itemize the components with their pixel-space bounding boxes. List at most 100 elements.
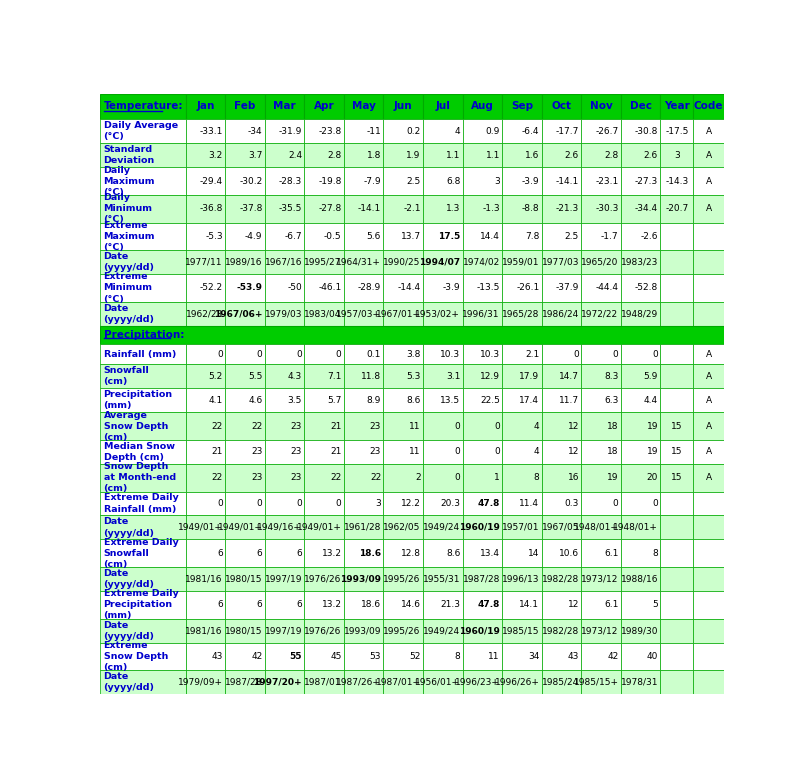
- Bar: [659, 195, 692, 222]
- Bar: [692, 413, 723, 440]
- Bar: [383, 364, 422, 388]
- Text: 14.6: 14.6: [400, 601, 420, 609]
- Text: 23: 23: [251, 473, 262, 482]
- Text: Snow Depth
at Month-end
(cm): Snow Depth at Month-end (cm): [104, 462, 176, 493]
- Text: 42: 42: [251, 652, 262, 661]
- Text: 5.9: 5.9: [643, 372, 658, 381]
- Bar: [422, 302, 462, 326]
- Text: 0: 0: [454, 448, 459, 456]
- Bar: [462, 364, 502, 388]
- Text: 6: 6: [296, 601, 302, 609]
- Bar: [620, 440, 659, 464]
- Text: -28.3: -28.3: [279, 176, 302, 186]
- Bar: [225, 516, 264, 540]
- Bar: [581, 144, 620, 167]
- Text: 1983/23: 1983/23: [620, 257, 658, 267]
- Bar: [422, 440, 462, 464]
- Bar: [422, 591, 462, 619]
- Bar: [100, 94, 185, 119]
- Bar: [383, 440, 422, 464]
- Text: Extreme Daily
Rainfall (mm): Extreme Daily Rainfall (mm): [104, 494, 178, 513]
- Bar: [659, 94, 692, 119]
- Bar: [422, 344, 462, 364]
- Text: 0: 0: [256, 499, 262, 508]
- Bar: [502, 274, 541, 302]
- Bar: [344, 540, 383, 567]
- Text: 16: 16: [567, 473, 578, 482]
- Bar: [692, 195, 723, 222]
- Text: 0: 0: [336, 499, 341, 508]
- Bar: [692, 619, 723, 643]
- Bar: [264, 464, 304, 491]
- Text: A: A: [704, 395, 711, 405]
- Text: 1949/24: 1949/24: [422, 626, 459, 635]
- Bar: [620, 167, 659, 195]
- Bar: [344, 195, 383, 222]
- Text: -11: -11: [366, 127, 381, 136]
- Bar: [462, 567, 502, 591]
- Text: -14.4: -14.4: [397, 283, 420, 292]
- Text: 0.9: 0.9: [485, 127, 499, 136]
- Text: -52.2: -52.2: [199, 283, 222, 292]
- Text: -17.7: -17.7: [555, 127, 578, 136]
- Bar: [659, 119, 692, 144]
- Text: 1949/24: 1949/24: [422, 523, 459, 532]
- Text: Extreme
Minimum
(°C): Extreme Minimum (°C): [104, 272, 153, 303]
- Bar: [185, 302, 225, 326]
- Bar: [620, 302, 659, 326]
- Bar: [541, 344, 581, 364]
- Bar: [659, 388, 692, 413]
- Bar: [659, 670, 692, 694]
- Bar: [185, 274, 225, 302]
- Bar: [659, 567, 692, 591]
- Bar: [502, 643, 541, 670]
- Bar: [659, 250, 692, 274]
- Text: 1996/26+: 1996/26+: [494, 678, 539, 686]
- Text: -1.3: -1.3: [482, 204, 499, 213]
- Bar: [502, 250, 541, 274]
- Text: 3.7: 3.7: [248, 151, 262, 160]
- Text: 3.8: 3.8: [406, 349, 420, 359]
- Bar: [185, 222, 225, 250]
- Text: -19.8: -19.8: [318, 176, 341, 186]
- Bar: [344, 167, 383, 195]
- Text: Nov: Nov: [589, 101, 612, 112]
- Bar: [344, 364, 383, 388]
- Text: 42: 42: [606, 652, 618, 661]
- Text: 21.3: 21.3: [440, 601, 459, 609]
- Text: -6.4: -6.4: [521, 127, 539, 136]
- Bar: [185, 516, 225, 540]
- Bar: [383, 567, 422, 591]
- Text: 2.8: 2.8: [327, 151, 341, 160]
- Text: Mar: Mar: [273, 101, 296, 112]
- Text: 55: 55: [289, 652, 302, 661]
- Bar: [422, 195, 462, 222]
- Text: -2.6: -2.6: [640, 232, 658, 241]
- Text: 1.6: 1.6: [524, 151, 539, 160]
- Text: 1973/12: 1973/12: [581, 575, 618, 583]
- Text: 1982/28: 1982/28: [541, 575, 578, 583]
- Bar: [502, 167, 541, 195]
- Bar: [692, 364, 723, 388]
- Bar: [541, 413, 581, 440]
- Bar: [659, 167, 692, 195]
- Bar: [502, 222, 541, 250]
- Text: 34: 34: [528, 652, 539, 661]
- Bar: [692, 670, 723, 694]
- Bar: [225, 94, 264, 119]
- Text: -23.8: -23.8: [318, 127, 341, 136]
- Text: 1955/31: 1955/31: [422, 575, 459, 583]
- Text: 8.6: 8.6: [406, 395, 420, 405]
- Bar: [225, 195, 264, 222]
- Text: 2.1: 2.1: [524, 349, 539, 359]
- Text: 5.6: 5.6: [366, 232, 381, 241]
- Bar: [541, 491, 581, 516]
- Bar: [383, 195, 422, 222]
- Text: 2.5: 2.5: [406, 176, 420, 186]
- Bar: [383, 274, 422, 302]
- Text: Precipitation
(mm): Precipitation (mm): [104, 390, 173, 410]
- Bar: [304, 388, 344, 413]
- Bar: [462, 540, 502, 567]
- Text: 0: 0: [454, 473, 459, 482]
- Text: 12.9: 12.9: [479, 372, 499, 381]
